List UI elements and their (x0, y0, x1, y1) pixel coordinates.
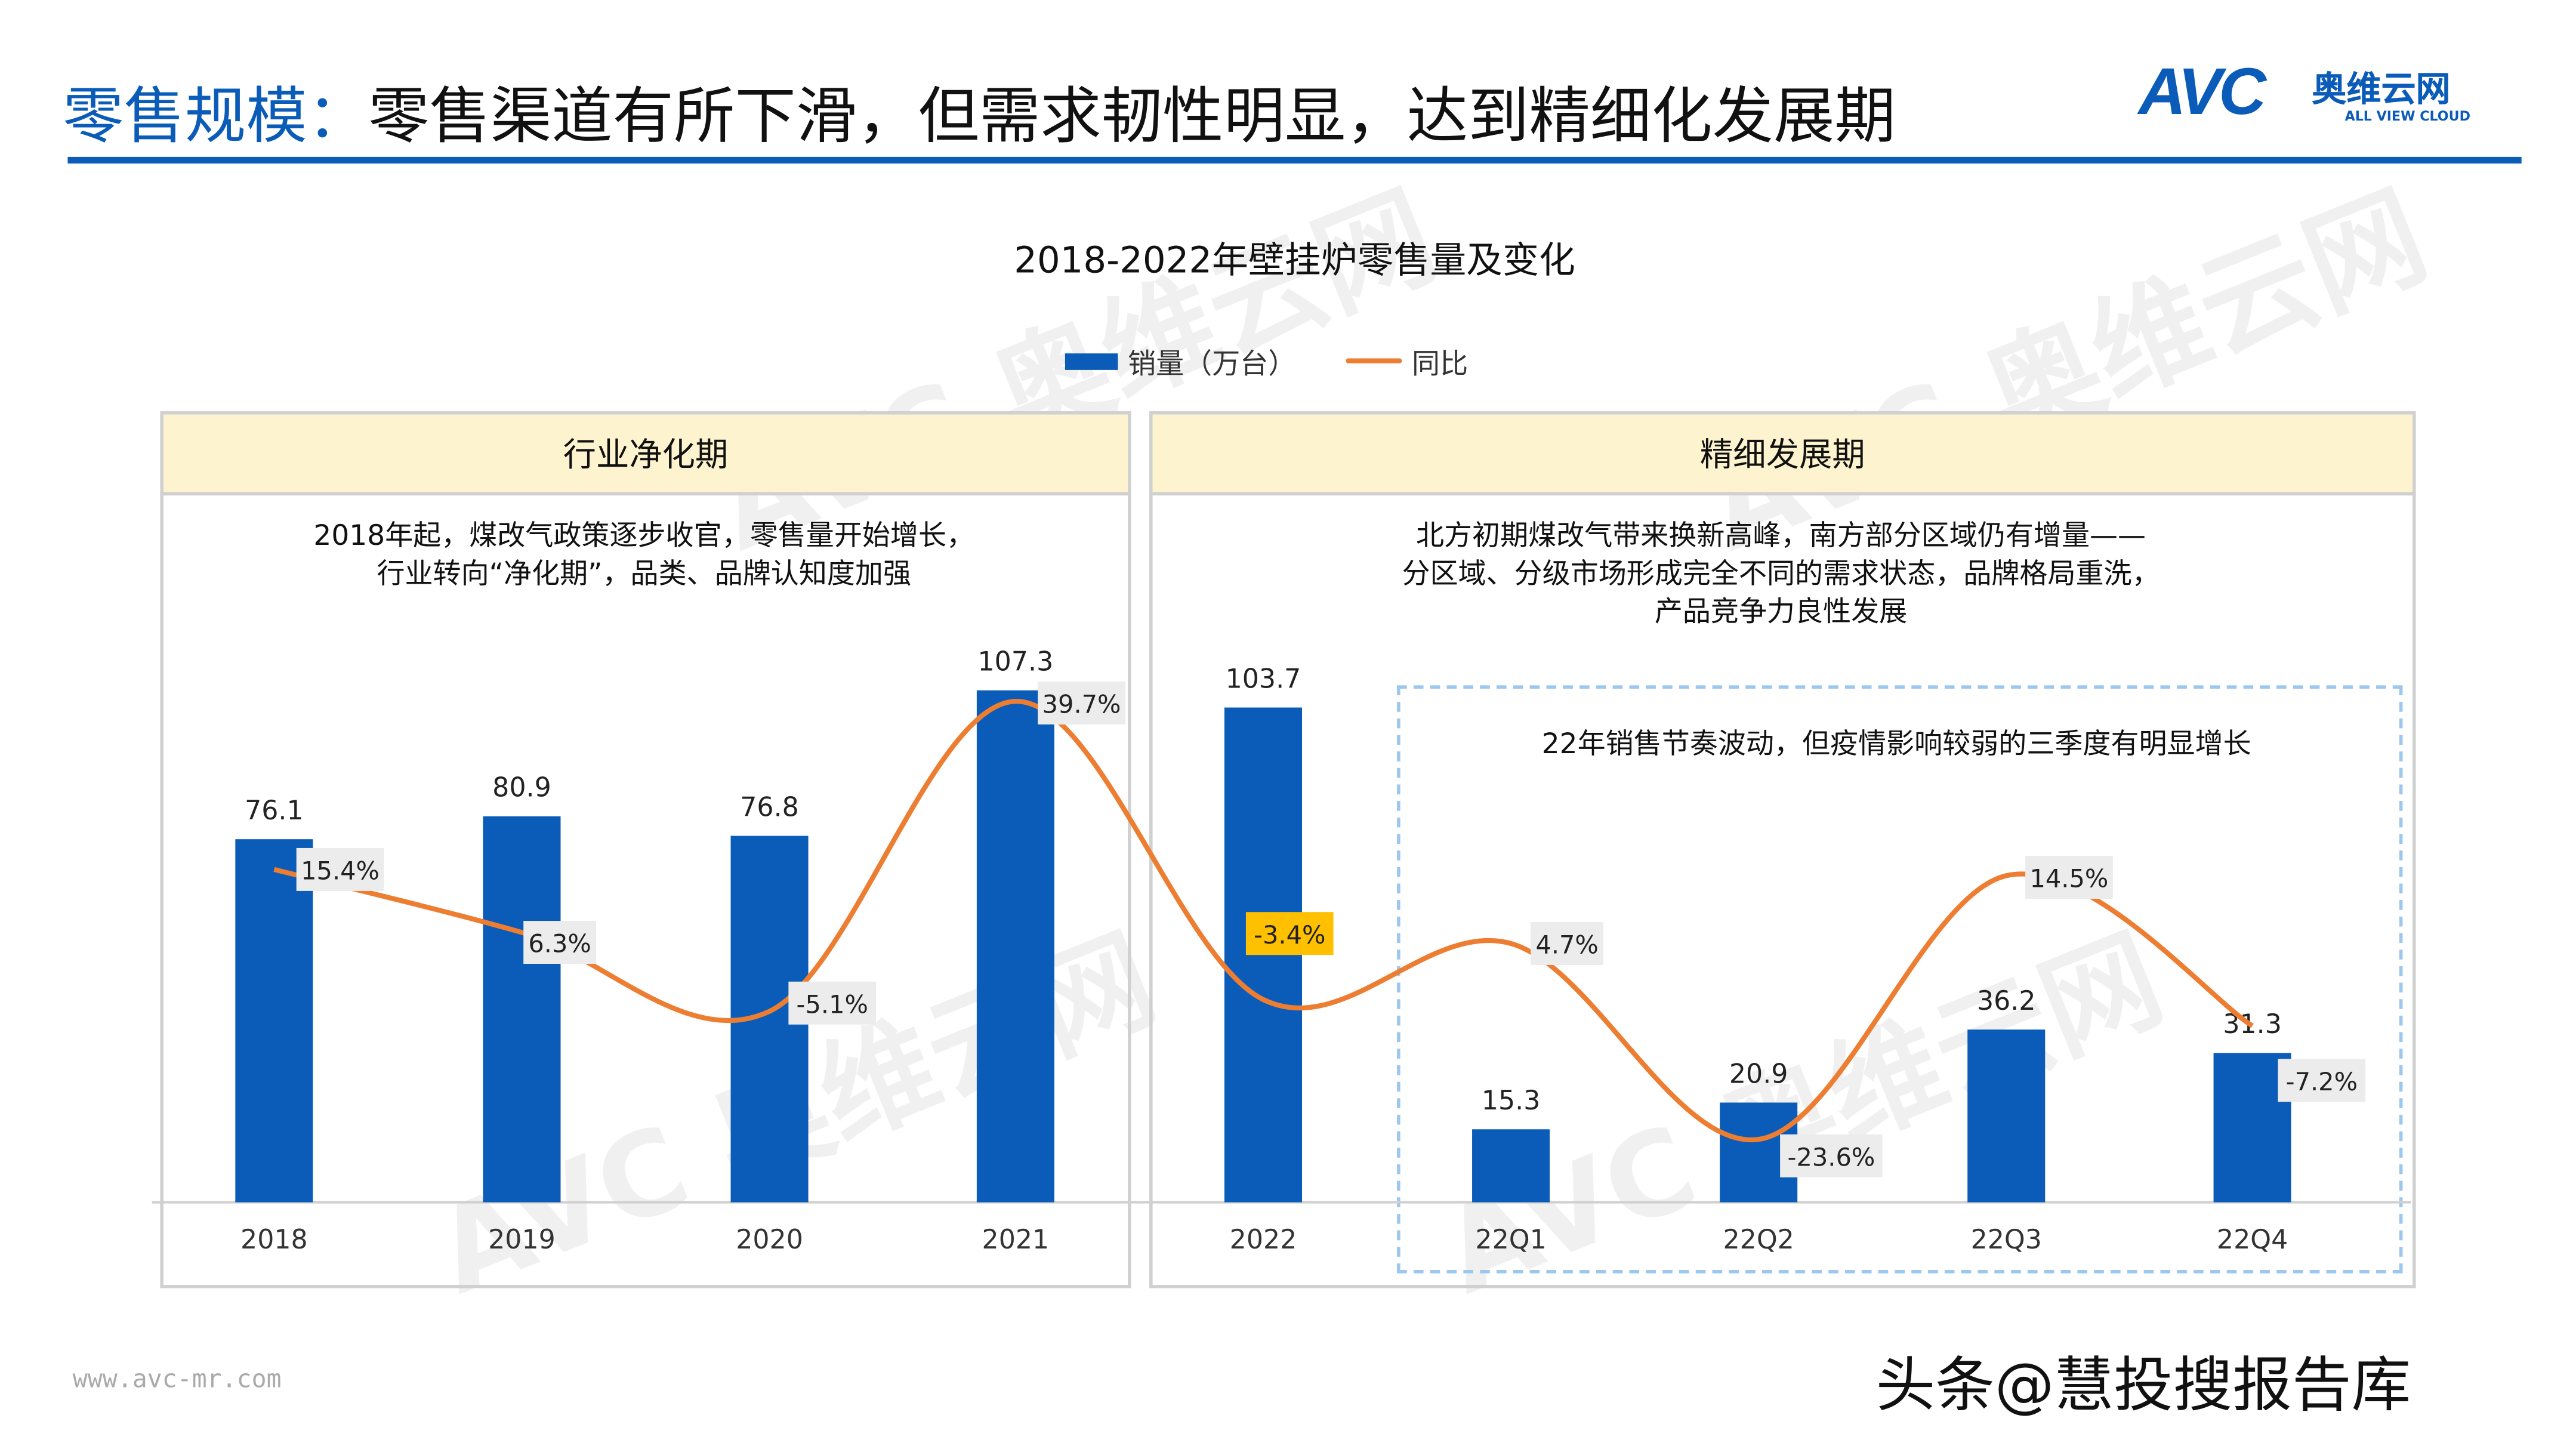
desc-line: 2018年起，煤改气政策逐步收官，零售量开始增长， (313, 520, 975, 554)
desc-line: 分区域、分级市场形成完全不同的需求状态，品牌格局重洗， (1402, 558, 2160, 591)
legend-line-swatch (1346, 358, 1402, 363)
yoy-label-bg (1038, 681, 1125, 724)
source-watermark: 头条@慧投搜报告库 (1875, 1352, 2411, 1420)
yoy-value-label: 15.4% (301, 856, 380, 886)
logo-cn: 奥维云网 (2312, 69, 2451, 109)
legend-bar-label: 销量（万台） (1128, 348, 1297, 382)
x-tick-label: 2019 (488, 1225, 556, 1255)
yoy-label-bg (1531, 922, 1604, 965)
bar-value-label: 76.1 (245, 796, 304, 826)
panel-description: 2018年起，煤改气政策逐步收官，零售量开始增长， 行业转向“净化期”，品类、品… (162, 519, 1126, 594)
x-tick-label: 2020 (736, 1225, 803, 1255)
yoy-value-label: -3.4% (1254, 920, 1325, 949)
chart-title: 2018-2022年壁挂炉零售量及变化 (1014, 241, 1575, 283)
panel-title: 精细发展期 (1152, 414, 2413, 496)
yoy-label-bg (296, 847, 384, 891)
yoy-value-label: 14.5% (2030, 864, 2109, 893)
bar (976, 690, 1054, 1203)
yoy-value-label: -5.1% (797, 989, 868, 1019)
panel-title: 行业净化期 (163, 414, 1128, 496)
x-tick-label: 2018 (240, 1225, 308, 1255)
yoy-value-label: 4.7% (1535, 930, 1598, 960)
yoy-value-label: -23.6% (1788, 1142, 1875, 1171)
yoy-value-label: 6.3% (528, 929, 591, 958)
x-tick-label: 22Q4 (2217, 1225, 2288, 1255)
x-tick-label: 22Q2 (1723, 1225, 1794, 1255)
highlight-box (1397, 685, 2403, 1274)
bar-value-label: 15.3 (1482, 1086, 1541, 1116)
yoy-label-bg (788, 981, 877, 1025)
panel-description: 北方初期煤改气带来换新高峰，南方部分区域仍有增量—— 分区域、分级市场形成完全不… (1151, 519, 2411, 633)
title-rule (67, 156, 2522, 164)
yoy-label-bg (2025, 856, 2113, 899)
bar-value-label: 20.9 (1729, 1059, 1788, 1089)
bar (1967, 1029, 2046, 1203)
bar-value-label: 103.7 (1226, 664, 1301, 694)
bar (235, 839, 313, 1203)
yoy-label-bg (523, 921, 596, 964)
bar-value-label: 36.2 (1977, 986, 2036, 1016)
yoy-value-label: -7.2% (2286, 1067, 2358, 1096)
title-main: 零售渠道有所下滑，但需求韧性明显，达到精细化发展期 (368, 81, 1896, 152)
panel-refinement: 精细发展期 (1149, 411, 2416, 1288)
desc-line: 产品竞争力良性发展 (1654, 596, 1908, 630)
legend-bar-swatch (1065, 352, 1118, 369)
logo-en: ALL VIEW CLOUD (2344, 109, 2471, 124)
bar-value-label: 76.8 (740, 792, 799, 822)
bar-value-label: 107.3 (978, 647, 1054, 677)
x-tick-label: 22Q3 (1971, 1225, 2042, 1255)
yoy-line (273, 698, 2254, 1143)
yoy-label-bg (2278, 1059, 2366, 1102)
bar-value-label: 80.9 (492, 773, 551, 803)
yoy-value-label: 39.7% (1042, 690, 1121, 719)
yoy-label-bg (1780, 1134, 1883, 1177)
bar (483, 816, 561, 1203)
legend: 销量（万台） 同比 (1065, 340, 1468, 381)
yoy-label-bg (1245, 912, 1334, 955)
x-tick-label: 2021 (982, 1225, 1050, 1255)
title-prefix: 零售规模： (63, 81, 369, 152)
site-url: www.avc-mr.com (72, 1364, 282, 1394)
x-tick-label: 22Q1 (1475, 1225, 1546, 1255)
desc-line: 行业转向“净化期”，品类、品牌认知度加强 (377, 558, 912, 591)
page-title: 零售规模：零售渠道有所下滑，但需求韧性明显，达到精细化发展期 (63, 66, 1896, 155)
highlight-note: 22年销售节奏波动，但疫情影响较弱的三季度有明显增长 (1541, 728, 2251, 762)
panel-purification: 行业净化期 (160, 411, 1131, 1288)
bar (1472, 1129, 1550, 1203)
x-tick-label: 2022 (1230, 1225, 1297, 1255)
logo-mark: AVC (2138, 56, 2266, 129)
desc-line: 北方初期煤改气带来换新高峰，南方部分区域仍有增量—— (1415, 520, 2146, 554)
avc-logo: AVC 奥维云网 ALL VIEW CLOUD (2139, 56, 2518, 135)
legend-line-label: 同比 (1412, 348, 1469, 382)
